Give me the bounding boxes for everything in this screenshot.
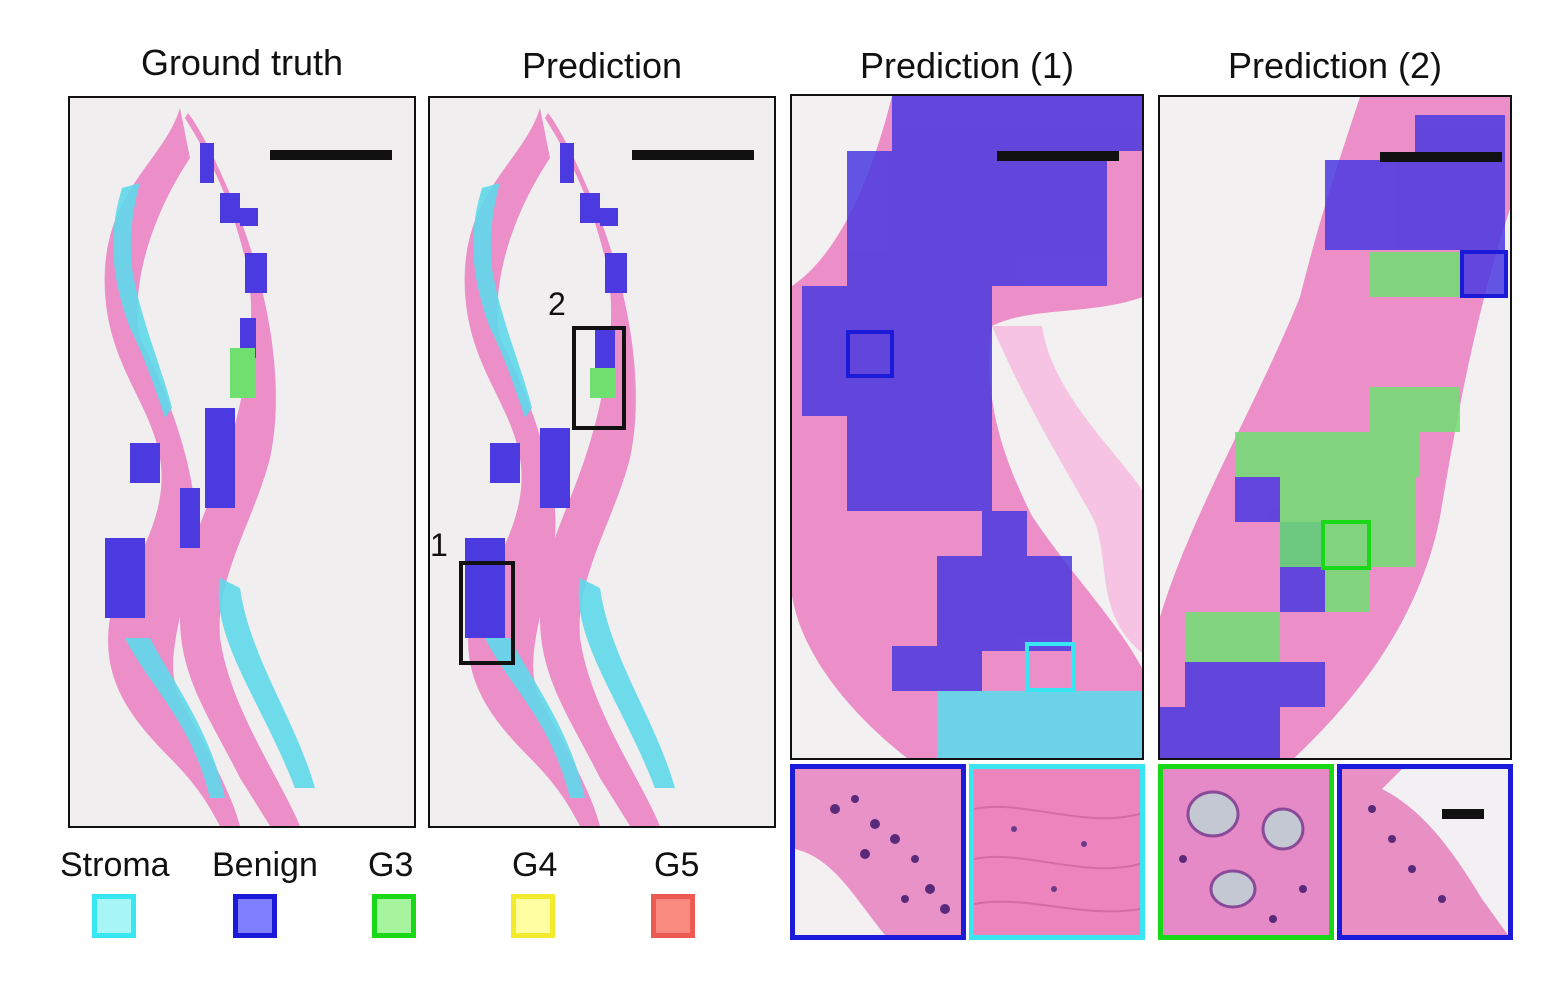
legend-label-benign: Benign [212, 846, 318, 884]
title-ground-truth: Ground truth [140, 42, 344, 83]
legend-label-g3: G3 [368, 846, 414, 884]
inset-marker-g3 [1321, 520, 1371, 570]
legend-label-g4: G4 [512, 846, 558, 884]
region-box-1 [459, 561, 515, 665]
legend-swatch-g5 [651, 894, 695, 938]
legend-swatch-g4 [511, 894, 555, 938]
inset-marker-benign-2 [1460, 250, 1508, 298]
prediction-1-panel [790, 94, 1144, 760]
inset-benign-1 [790, 764, 966, 940]
prediction-1-image [792, 96, 1142, 758]
ground-truth-image [104, 108, 392, 826]
legend-label-stroma: Stroma [60, 846, 170, 884]
legend-label-g5: G5 [654, 846, 700, 884]
legend-swatch-benign [233, 894, 277, 938]
ground-truth-panel [68, 96, 416, 828]
scale-bar [1380, 152, 1502, 162]
scale-bar [632, 150, 754, 160]
inset-marker-stroma [1025, 642, 1075, 692]
prediction-2-panel [1158, 95, 1512, 760]
inset-marker-benign [846, 330, 894, 378]
scale-bar [270, 150, 392, 160]
prediction-image [459, 108, 754, 826]
region-label-1: 1 [430, 527, 448, 563]
scale-bar [997, 151, 1119, 161]
title-prediction: Prediction [521, 45, 683, 86]
prediction-2-image [1160, 97, 1510, 758]
legend-swatch-g3 [372, 894, 416, 938]
title-prediction-2: Prediction (2) [1227, 45, 1443, 86]
inset-stroma [969, 764, 1145, 940]
legend-swatch-stroma [92, 894, 136, 938]
region-box-2 [572, 326, 626, 430]
inset-benign-2 [1337, 764, 1513, 940]
scale-bar [1442, 809, 1484, 819]
prediction-panel [428, 96, 776, 828]
title-prediction-1: Prediction (1) [859, 45, 1075, 86]
region-label-2: 2 [548, 286, 566, 322]
inset-g3 [1158, 764, 1334, 940]
